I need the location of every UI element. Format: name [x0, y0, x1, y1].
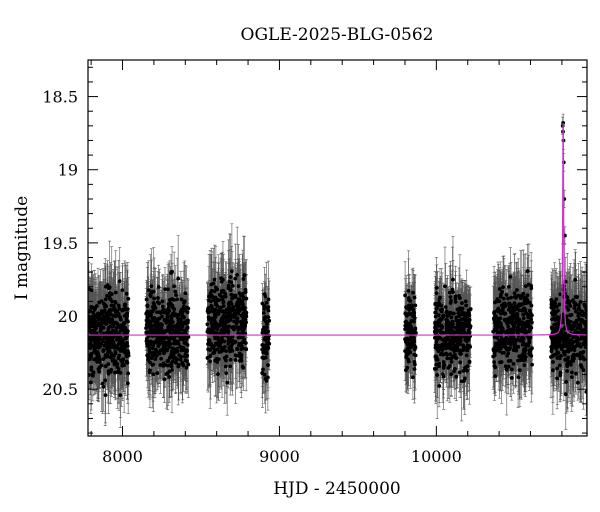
error-bars [88, 113, 587, 431]
chart-title: OGLE-2025-BLG-0562 [241, 25, 434, 45]
